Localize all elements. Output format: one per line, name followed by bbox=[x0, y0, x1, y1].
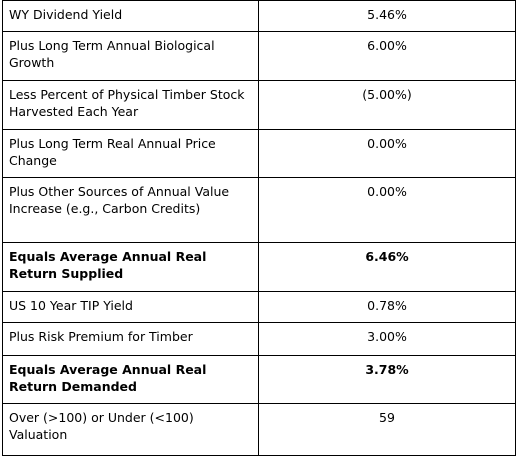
table-row: Plus Long Term Annual Biological Growth 6… bbox=[2, 31, 516, 81]
table-row: Plus Risk Premium for Timber 3.00% bbox=[2, 322, 516, 356]
row-label: Plus Long Term Real Annual Price Change bbox=[2, 129, 259, 178]
row-label: Plus Long Term Annual Biological Growth bbox=[2, 31, 259, 81]
table-row: Equals Average Annual Real Return Suppli… bbox=[2, 242, 516, 292]
row-value: 6.00% bbox=[258, 31, 516, 81]
row-value: (5.00%) bbox=[258, 80, 516, 130]
table-row: Less Percent of Physical Timber Stock Ha… bbox=[2, 80, 516, 130]
row-value: 5.46% bbox=[258, 0, 516, 32]
row-label: Over (>100) or Under (<100) Valuation bbox=[2, 403, 259, 456]
table-row: WY Dividend Yield 5.46% bbox=[2, 0, 516, 32]
row-label: Plus Other Sources of Annual Value Incre… bbox=[2, 177, 259, 243]
row-value: 6.46% bbox=[258, 242, 516, 292]
row-label: Plus Risk Premium for Timber bbox=[2, 322, 259, 356]
row-label: Less Percent of Physical Timber Stock Ha… bbox=[2, 80, 259, 130]
table-row: Plus Long Term Real Annual Price Change 0… bbox=[2, 129, 516, 178]
row-label: Equals Average Annual Real Return Suppli… bbox=[2, 242, 259, 292]
table-row: Plus Other Sources of Annual Value Incre… bbox=[2, 177, 516, 243]
table-row: Over (>100) or Under (<100) Valuation 59 bbox=[2, 403, 516, 456]
row-value: 0.00% bbox=[258, 129, 516, 178]
table-row: US 10 Year TIP Yield 0.78% bbox=[2, 291, 516, 323]
row-label: WY Dividend Yield bbox=[2, 0, 259, 32]
row-value: 0.00% bbox=[258, 177, 516, 243]
row-label: US 10 Year TIP Yield bbox=[2, 291, 259, 323]
row-label: Equals Average Annual Real Return Demand… bbox=[2, 355, 259, 404]
row-value: 3.78% bbox=[258, 355, 516, 404]
row-value: 3.00% bbox=[258, 322, 516, 356]
table-row: Equals Average Annual Real Return Demand… bbox=[2, 355, 516, 404]
row-value: 0.78% bbox=[258, 291, 516, 323]
row-value: 59 bbox=[258, 403, 516, 456]
